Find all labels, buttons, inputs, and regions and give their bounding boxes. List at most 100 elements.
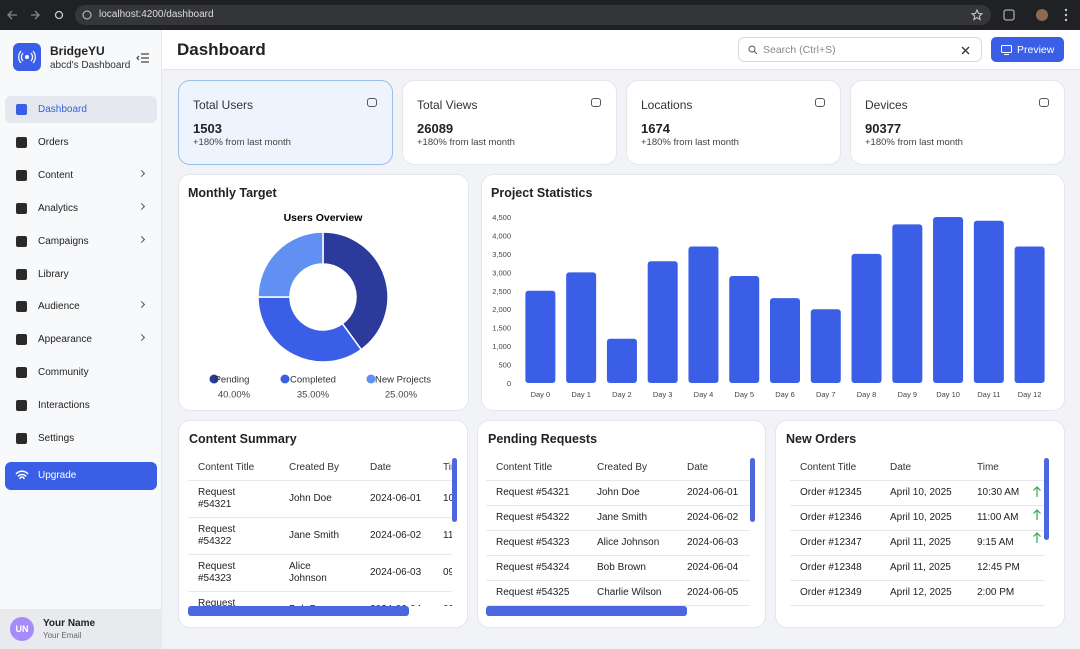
table-cell: Request #54322 [188,517,279,555]
table-cell: Order #12347 [790,530,880,556]
stat-label: Total Users [193,98,254,112]
stat-label: Locations [641,98,693,112]
table-row: Request #54321 John Doe 2024-06-01 [486,480,750,506]
nav-item[interactable]: Library [5,261,157,288]
table-cell: Bob Brown [587,555,677,581]
table-cell: 09 AM [433,554,452,592]
stat-label: Devices [865,98,908,112]
table-row: Order #12346 April 10, 2025 11:00 AM [790,505,1045,531]
nav-label: Library [38,268,69,280]
nav-icon [16,202,27,214]
column-header: Time [433,456,452,481]
nav-item[interactable]: Content [5,162,157,189]
stat-card: Devices 90377 +180% from last month [850,80,1065,165]
table-cell: Alice Johnson [279,554,360,592]
stat-change: +180% from last month [865,137,963,148]
table-cell: Bob Brown [279,591,360,606]
table-viewport: Content Title Created By Date Request #5432… [486,456,750,606]
nav-label: Orders [38,136,69,148]
table-cell: 2024-06-01 [360,480,433,518]
table-cell: Request #54324 [188,591,279,606]
table-cell: Order #12350 [790,605,880,606]
upgrade-button[interactable]: Upgrade [5,462,157,490]
card-title: Monthly Target [188,186,277,200]
sidebar: BridgeYU abcd's Dashboard Upgrade UN You… [0,30,162,649]
nav-item[interactable]: Campaigns [5,228,157,255]
nav-chevron [137,334,146,342]
nav-item[interactable]: Settings [5,425,157,452]
nav-item[interactable]: Appearance [5,326,157,353]
table-row: Order #12350April 13, 20253:00 PM [790,605,1045,606]
nav-item[interactable]: Dashboard [5,96,157,123]
column-header: Date [677,456,750,481]
table-cell: 2024-06-03 [677,530,750,556]
table-cell: April 10, 2025 [880,480,967,506]
nav-icon [16,301,27,313]
nav-label: Content [38,169,74,181]
nav-item[interactable]: Analytics [5,195,157,222]
search-placeholder: Search (Ctrl+S) [763,44,836,56]
table-cell: Order #12349 [790,580,880,606]
table-cell: 2024-06-02 [360,517,433,555]
stat-card: Locations 1674 +180% from last month [626,80,841,165]
nav-icon [16,433,27,444]
vertical-scrollbar [452,458,457,522]
column-header: Content Title [486,456,587,481]
column-header: Content Title [790,456,880,481]
stat-change: +180% from last month [193,137,291,148]
nav-item[interactable]: Audience [5,293,157,320]
header: Dashboard Search (Ctrl+S) Preview [162,30,1080,70]
nav-label: Campaigns [38,235,89,247]
stat-change: +180% from last month [641,137,739,148]
column-header: Created By [279,456,360,481]
nav-item[interactable]: Interactions [5,392,157,419]
stat-value: 90377 [865,121,902,136]
preview-button[interactable]: Preview [991,37,1064,62]
vertical-scrollbar [1044,458,1049,540]
table-cell: 2024-06-04 [360,591,433,606]
nav-item[interactable]: Orders [5,129,157,156]
url[interactable]: localhost:4200/dashboard [99,9,214,20]
table-cell: 2024-06-01 [677,480,750,506]
table-cell: Order #12345 [790,480,880,506]
nav-icon [16,169,27,181]
table-cell: Request #54325 [486,580,587,606]
browser-bar: localhost:4200/dashboard [0,0,1080,30]
table-cell: 02:45 PM [433,591,452,606]
stat-card: Total Users 1503 +180% from last month [178,80,393,165]
search-box[interactable]: Search (Ctrl+S) [738,37,982,62]
nav-label: Community [38,367,89,379]
table-body: Order #12345 April 10, 2025 10:30 AM Order … [790,480,1045,606]
table-row: Request #54325 Charlie Wilson 2024-06-05 [486,580,750,606]
horizontal-scrollbar [188,606,409,616]
stat-icon [367,98,377,107]
nav-icon [16,104,27,115]
column-header: Date [880,456,967,481]
collapse-icon[interactable] [136,52,150,64]
table: Content Title Date Time Order #12345 April 1… [790,456,1045,606]
nav-chevron [137,301,146,309]
table-cell: April 12, 2025 [880,580,967,606]
table-cell: Request #54322 [486,505,587,531]
stat-icon [815,98,825,107]
nav-chevron [137,169,146,177]
table-cell: 2024-06-05 [677,580,750,606]
table-cell: Charlie Wilson [587,580,677,606]
nav-chevron [137,202,146,210]
nav-icon [16,268,27,280]
brand: BridgeYU [50,44,105,58]
column-header: Date [360,456,433,481]
table-row: Request #54323 Alice Johnson 2024-06-03 09 … [188,554,452,592]
user-name: Your Name [43,618,96,629]
nav-item[interactable]: Community [5,359,157,386]
table-cell: 2024-06-03 [360,554,433,592]
table-viewport: Content Title Date Time Order #12345 April 1… [790,456,1045,606]
brand-subtitle: abcd's Dashboard [50,60,131,71]
